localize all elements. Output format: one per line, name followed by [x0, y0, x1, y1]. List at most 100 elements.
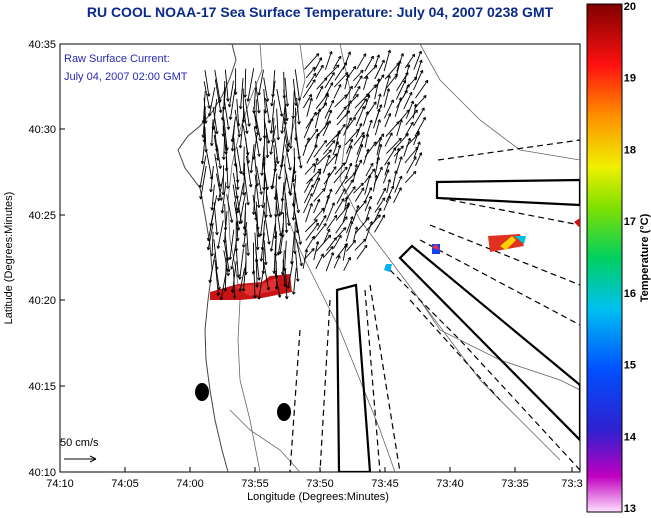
current-vector-head	[388, 161, 391, 165]
current-vector	[253, 107, 259, 136]
current-vector	[376, 144, 382, 164]
current-vector	[305, 112, 317, 129]
current-vector-head	[249, 170, 252, 174]
current-vector-head	[332, 246, 334, 250]
current-vector-head	[325, 223, 327, 227]
current-vector	[263, 77, 269, 102]
current-vector-head	[235, 186, 239, 190]
current-vector	[270, 100, 275, 134]
current-vector-head	[367, 111, 369, 115]
current-vector	[211, 184, 215, 211]
current-vector	[396, 119, 403, 137]
current-vector-head	[294, 137, 297, 141]
current-vector-head	[254, 217, 257, 221]
x-tick-label: 74:10	[46, 478, 74, 490]
current-vector-head	[236, 274, 239, 278]
current-vector	[203, 81, 210, 109]
current-vector	[364, 133, 369, 148]
current-vector	[254, 174, 260, 208]
current-vector	[303, 94, 312, 109]
current-vector	[213, 125, 218, 152]
current-vector-head	[399, 60, 402, 64]
current-vector	[316, 215, 327, 231]
current-vector	[255, 211, 260, 238]
y-tick-label: 40:10	[28, 467, 56, 479]
colorbar-tick-label: 20	[624, 1, 636, 13]
current-vector-head	[198, 184, 201, 188]
current-vector	[342, 202, 350, 222]
current-vector-head	[246, 202, 249, 206]
current-vector-head	[257, 92, 260, 96]
current-vector	[222, 165, 225, 195]
current-vector-head	[233, 163, 236, 167]
current-vector-head	[279, 211, 282, 215]
current-vector	[278, 155, 285, 180]
current-vector	[346, 116, 356, 130]
current-vector	[302, 79, 316, 99]
current-vector-head	[339, 144, 342, 149]
current-vector-head	[358, 205, 360, 209]
current-vector	[283, 117, 290, 147]
current-vector	[294, 213, 302, 245]
current-vector	[214, 260, 220, 290]
current-vector	[405, 121, 414, 136]
buoy-marker	[277, 403, 291, 421]
x-axis-label: Longitude (Degrees:Minutes)	[247, 491, 389, 503]
current-vector	[247, 68, 255, 102]
current-vector-head	[344, 227, 347, 231]
current-vector-head	[414, 171, 417, 175]
current-vector-head	[210, 207, 213, 211]
current-vector	[324, 100, 334, 119]
current-vector	[214, 153, 221, 187]
current-vector	[215, 269, 219, 296]
current-vector	[281, 106, 286, 134]
current-vector	[212, 106, 218, 134]
current-vector	[313, 158, 319, 173]
current-vector	[325, 252, 334, 272]
current-vector-head	[216, 245, 219, 249]
current-vector	[304, 219, 318, 233]
current-vector	[256, 223, 259, 250]
current-vector	[334, 162, 346, 175]
current-vector-head	[276, 252, 279, 256]
current-vector-head	[242, 226, 245, 230]
current-vector-head	[270, 103, 273, 107]
current-vector	[255, 115, 262, 141]
current-vector-head	[297, 156, 300, 160]
current-vector	[201, 136, 206, 164]
current-vector-head	[331, 51, 333, 55]
current-vector-head	[378, 156, 381, 161]
current-vector	[322, 246, 334, 259]
current-vector	[415, 79, 429, 99]
current-vector	[326, 237, 337, 252]
current-vector-head	[218, 165, 221, 169]
current-vector	[276, 108, 279, 141]
current-vector-head	[415, 76, 418, 81]
current-vector	[383, 88, 390, 108]
current-vector	[260, 202, 266, 237]
current-vector	[281, 182, 285, 215]
current-vector-head	[238, 106, 241, 110]
current-vector-head	[380, 104, 383, 108]
current-vector-head	[199, 196, 202, 200]
current-vector-head	[223, 288, 226, 292]
subtitle-line2: July 04, 2007 02:00 GMT	[64, 71, 188, 83]
current-vector	[312, 177, 320, 195]
current-vector	[405, 100, 414, 119]
current-vector-head	[243, 94, 246, 98]
current-vector-head	[398, 147, 401, 152]
current-vector	[302, 249, 308, 269]
current-vector-head	[214, 131, 218, 135]
current-vector	[336, 110, 350, 126]
current-vector-head	[330, 149, 332, 153]
current-vector	[326, 215, 338, 230]
current-vector	[353, 182, 364, 194]
current-vector-head	[297, 121, 300, 125]
current-vector	[395, 60, 401, 80]
current-vector	[385, 185, 394, 203]
current-vector-head	[215, 157, 219, 161]
current-vector-head	[251, 271, 254, 275]
current-vector	[393, 187, 402, 204]
current-vector-head	[255, 132, 259, 136]
current-vector-head	[209, 176, 213, 180]
